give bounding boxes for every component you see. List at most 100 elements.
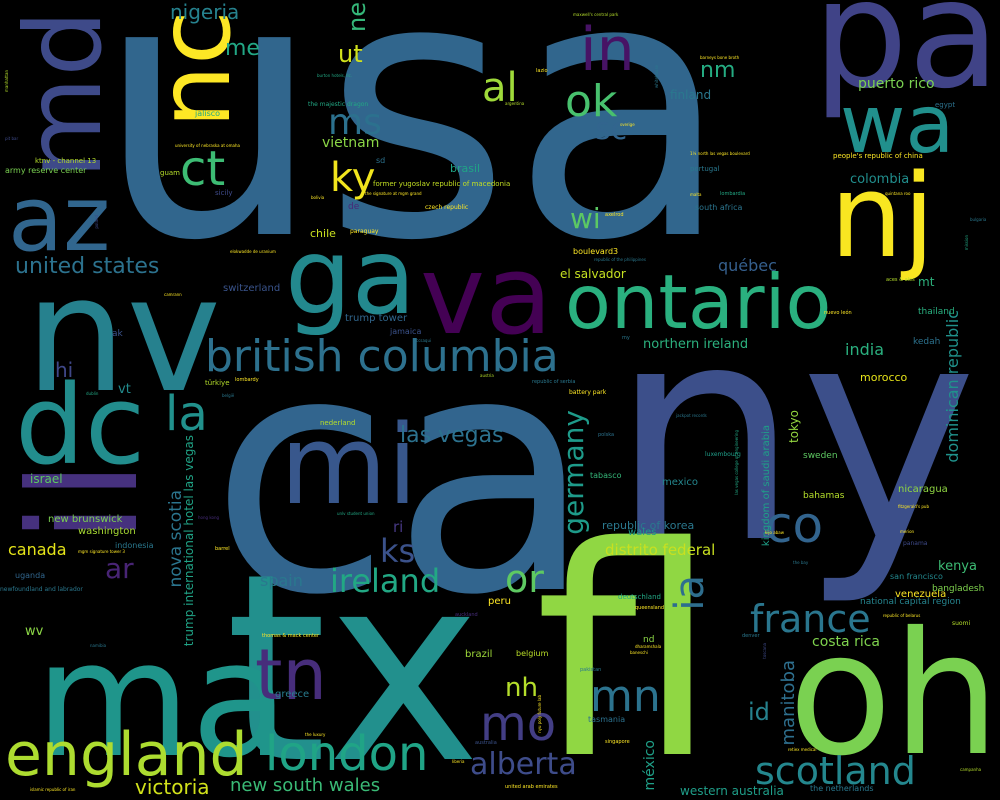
word-tokyo: tokyo: [787, 410, 801, 444]
word-former-yugoslav-republic-of-macedonia: former yugoslav republic of macedonia: [373, 180, 511, 188]
word-tn: tn: [255, 634, 327, 716]
word-luxembourg: luxembourg: [705, 451, 741, 458]
word-sicily: sicily: [215, 189, 233, 197]
word-dharamshala: dharamshala: [635, 644, 662, 649]
word-nh: nh: [505, 673, 538, 703]
word-lombardy: lombardy: [235, 377, 259, 383]
word-ga: ga: [285, 216, 416, 338]
word-uganda: uganda: [15, 571, 46, 580]
word-dublin: dublin: [86, 391, 99, 396]
word-puerto-rico: puerto rico: [858, 76, 935, 92]
word-ma: ma: [35, 606, 289, 793]
word-australia: australia: [475, 740, 497, 746]
word-mission: mission: [964, 235, 969, 251]
word-pit-bar: pit bar: [5, 136, 19, 141]
word-fitzgerald-s-pub: fitzgerald's pub: [898, 504, 930, 509]
word-sd: sd: [376, 156, 386, 165]
word-london: london: [265, 726, 429, 782]
word-brazil: brazil: [465, 649, 493, 660]
word-liberia: liberia: [452, 759, 465, 764]
word-people-s-republic-of-china: people's republic of china: [833, 152, 923, 160]
word-ok: ok: [565, 76, 618, 127]
word-spain: spain: [260, 571, 303, 590]
word-malta: malta: [690, 192, 702, 197]
word-in: in: [580, 15, 635, 85]
word-guam: guam: [160, 169, 180, 177]
word-ks: ks: [380, 532, 416, 570]
word-republic-of-the-philippines: republic of the philippines: [594, 257, 646, 262]
word-kedah: kedah: [913, 337, 941, 347]
word-deutschland: deutschland: [618, 593, 661, 601]
word-army-reserve-center: army reserve center: [5, 166, 87, 175]
word-quintana-roo: quintana roo: [885, 191, 911, 196]
word-kingdom-of-saudi-arabia: kingdom of saudi arabia: [761, 425, 772, 547]
word-singapore: singapore: [605, 739, 630, 745]
word-my: my: [622, 335, 630, 341]
word-university-of-nebraska-at-omaha: university of nebraska at omaha: [175, 143, 240, 148]
word-wales: wales: [628, 527, 657, 538]
word-bolivia: bolivia: [311, 195, 325, 200]
word-united-states: united states: [15, 254, 160, 279]
word-ny: ny: [610, 260, 978, 609]
word-manhattan: manhattan: [4, 70, 9, 92]
word-nv: nv: [25, 241, 222, 428]
word-ut: ut: [338, 40, 363, 68]
word-indonesia: indonesia: [115, 541, 154, 550]
word-new-south-wales: new south wales: [230, 775, 381, 796]
word-ktnv-channel-13: ktnv - channel 13: [35, 157, 97, 165]
word-me: me: [225, 36, 260, 61]
word-pa: pa: [812, 0, 1000, 122]
word-the-majestic-dragon: the majestic dragon: [308, 101, 369, 108]
word-england: england: [5, 720, 248, 790]
word-ar: ar: [105, 552, 134, 585]
word-boulevard3: boulevard3: [573, 247, 619, 256]
word-hi: hi: [55, 358, 74, 382]
word-usa: usa: [95, 0, 732, 319]
word-belgi: belgië: [222, 393, 235, 398]
word-panama: panama: [903, 540, 928, 547]
word-morocco: morocco: [860, 371, 908, 384]
word-campanha: campanha: [960, 767, 982, 772]
word-namibia: namibia: [90, 643, 107, 648]
word-wv: wv: [25, 624, 44, 639]
word-paraguay: paraguay: [350, 228, 379, 235]
word-ireland: ireland: [330, 562, 441, 600]
word-vietnam: vietnam: [322, 135, 380, 151]
word-thailand: thailand: [918, 307, 955, 317]
word-san-francisco: san francisco: [890, 572, 943, 581]
word-unlv-student-union: unlv student union: [337, 511, 375, 516]
word-queensland: queensland: [635, 605, 665, 611]
word-france: france: [750, 597, 871, 641]
word-al: al: [482, 65, 518, 111]
word-ky: ky: [330, 155, 376, 201]
word-toscana: toscana: [762, 643, 767, 659]
word-colombia: colombia: [850, 172, 910, 187]
word-t-rkiye: türkiye: [205, 379, 230, 387]
word-retiex-medical: retiex medical: [788, 747, 817, 752]
word-republic-of-serbia: republic of serbia: [532, 379, 576, 385]
word-sverige: sverige: [620, 122, 635, 127]
word-las-vegas: las vegas: [400, 423, 504, 448]
word-jamaica: jamaica: [390, 327, 422, 336]
word-belgium: belgium: [516, 649, 549, 658]
word-mo: mo: [480, 696, 557, 752]
word-oh: oh: [788, 596, 1000, 794]
word-ct: ct: [180, 141, 226, 197]
word-newfoundland-and-labrador: newfoundland and labrador: [0, 586, 83, 593]
word-la: la: [165, 386, 208, 442]
word-aces-ales: aces & ales: [886, 277, 915, 283]
word-polska: polska: [598, 432, 615, 438]
word-washington: washington: [78, 526, 136, 537]
word-tasmania: tasmania: [588, 715, 626, 724]
word-the-signature-at-mgm-grand: the signature at mgm grand: [365, 191, 422, 196]
word-mn: mn: [590, 671, 661, 722]
word-el-salvador: el salvador: [560, 267, 626, 281]
word-south-africa: south africa: [695, 203, 743, 212]
word-chile: chile: [310, 227, 336, 240]
word-argentina: argentina: [505, 101, 525, 106]
word-maxwell-s-central-park: maxwell's central park: [573, 12, 619, 17]
word-scotland: scotland: [755, 749, 916, 793]
word-mgm-signature-tower-3: mgm signature tower 3: [78, 549, 125, 554]
word-wa: wa: [840, 78, 955, 171]
word-barneys-bone-broth: barneys bone broth: [700, 55, 740, 60]
